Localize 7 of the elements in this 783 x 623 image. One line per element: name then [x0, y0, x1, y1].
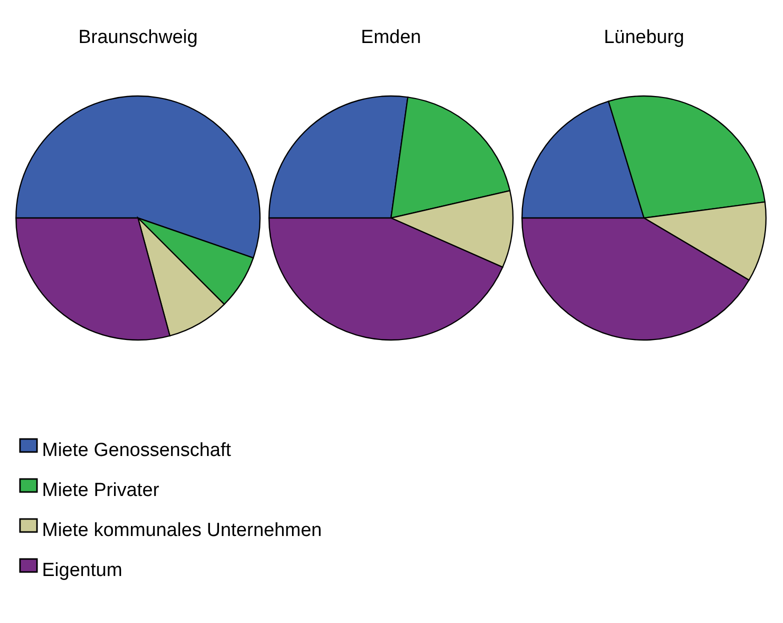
chart-title: Lüneburg: [604, 27, 684, 48]
legend-label: Miete kommunales Unternehmen: [42, 520, 322, 542]
legend-label: Eigentum: [42, 560, 122, 582]
legend-label: Miete Genossenschaft: [42, 440, 232, 462]
chart-title: Emden: [360, 27, 422, 48]
legend-label: Miete Privater: [42, 480, 160, 502]
chart-title: Braunschweig: [78, 27, 198, 48]
